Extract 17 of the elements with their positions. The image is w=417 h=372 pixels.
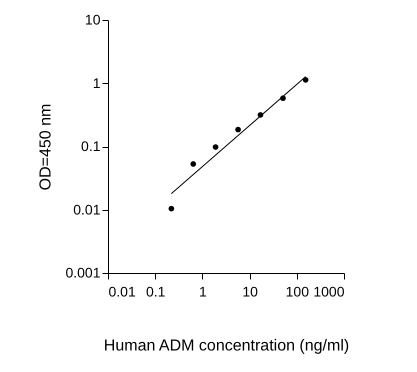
y-tick-label: 10	[84, 12, 101, 28]
x-tick-label: 1000	[313, 284, 345, 300]
x-tick-label: 10	[242, 284, 258, 300]
x-tick-label: 100	[286, 284, 310, 300]
y-tick-label: 1	[92, 74, 101, 91]
y-tick-label: 0.001	[65, 264, 101, 280]
point	[212, 144, 218, 150]
x-tick-label: 1	[199, 284, 207, 300]
y-axis-title: OD=450 nm	[37, 104, 54, 190]
x-tick-label: 0.01	[108, 284, 136, 300]
point	[168, 206, 174, 212]
point	[190, 161, 196, 167]
y-tick-label: 0.01	[73, 201, 101, 218]
x-axis-title: Human ADM concentration (ng/ml)	[104, 338, 350, 354]
y-tick-label: 0.1	[81, 138, 101, 154]
x-tick-label: 0.1	[146, 284, 166, 300]
point	[235, 126, 241, 132]
